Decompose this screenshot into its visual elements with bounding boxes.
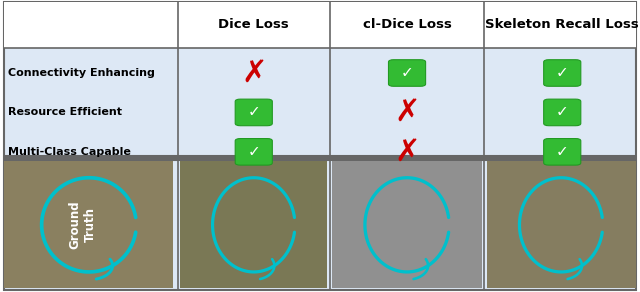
Bar bbox=[4, 161, 173, 288]
Bar bbox=[180, 161, 328, 288]
Text: ✓: ✓ bbox=[556, 65, 568, 80]
Text: ✗: ✗ bbox=[394, 137, 420, 166]
Bar bbox=[4, 2, 636, 48]
Text: ✗: ✗ bbox=[241, 58, 266, 88]
Text: ✓: ✓ bbox=[556, 144, 568, 159]
FancyBboxPatch shape bbox=[544, 99, 581, 126]
Text: ✓: ✓ bbox=[401, 65, 413, 80]
FancyBboxPatch shape bbox=[388, 60, 426, 86]
FancyBboxPatch shape bbox=[4, 160, 636, 290]
Text: Ground
Truth: Ground Truth bbox=[68, 201, 97, 249]
FancyBboxPatch shape bbox=[236, 139, 273, 165]
Bar bbox=[486, 161, 636, 288]
Text: Multi-Class Capable: Multi-Class Capable bbox=[8, 147, 131, 157]
Text: Resource Efficient: Resource Efficient bbox=[8, 107, 122, 117]
Text: ✗: ✗ bbox=[394, 98, 420, 127]
FancyBboxPatch shape bbox=[236, 99, 273, 126]
FancyBboxPatch shape bbox=[544, 139, 581, 165]
Text: ✓: ✓ bbox=[556, 104, 568, 119]
Text: Dice Loss: Dice Loss bbox=[218, 18, 289, 31]
Text: cl-Dice Loss: cl-Dice Loss bbox=[363, 18, 451, 31]
Bar bbox=[332, 161, 483, 288]
Text: Connectivity Enhancing: Connectivity Enhancing bbox=[8, 68, 154, 78]
FancyBboxPatch shape bbox=[544, 60, 581, 86]
Text: ✓: ✓ bbox=[248, 144, 260, 159]
Text: Skeleton Recall Loss: Skeleton Recall Loss bbox=[485, 18, 639, 31]
FancyBboxPatch shape bbox=[4, 2, 636, 156]
Text: ✓: ✓ bbox=[248, 104, 260, 119]
